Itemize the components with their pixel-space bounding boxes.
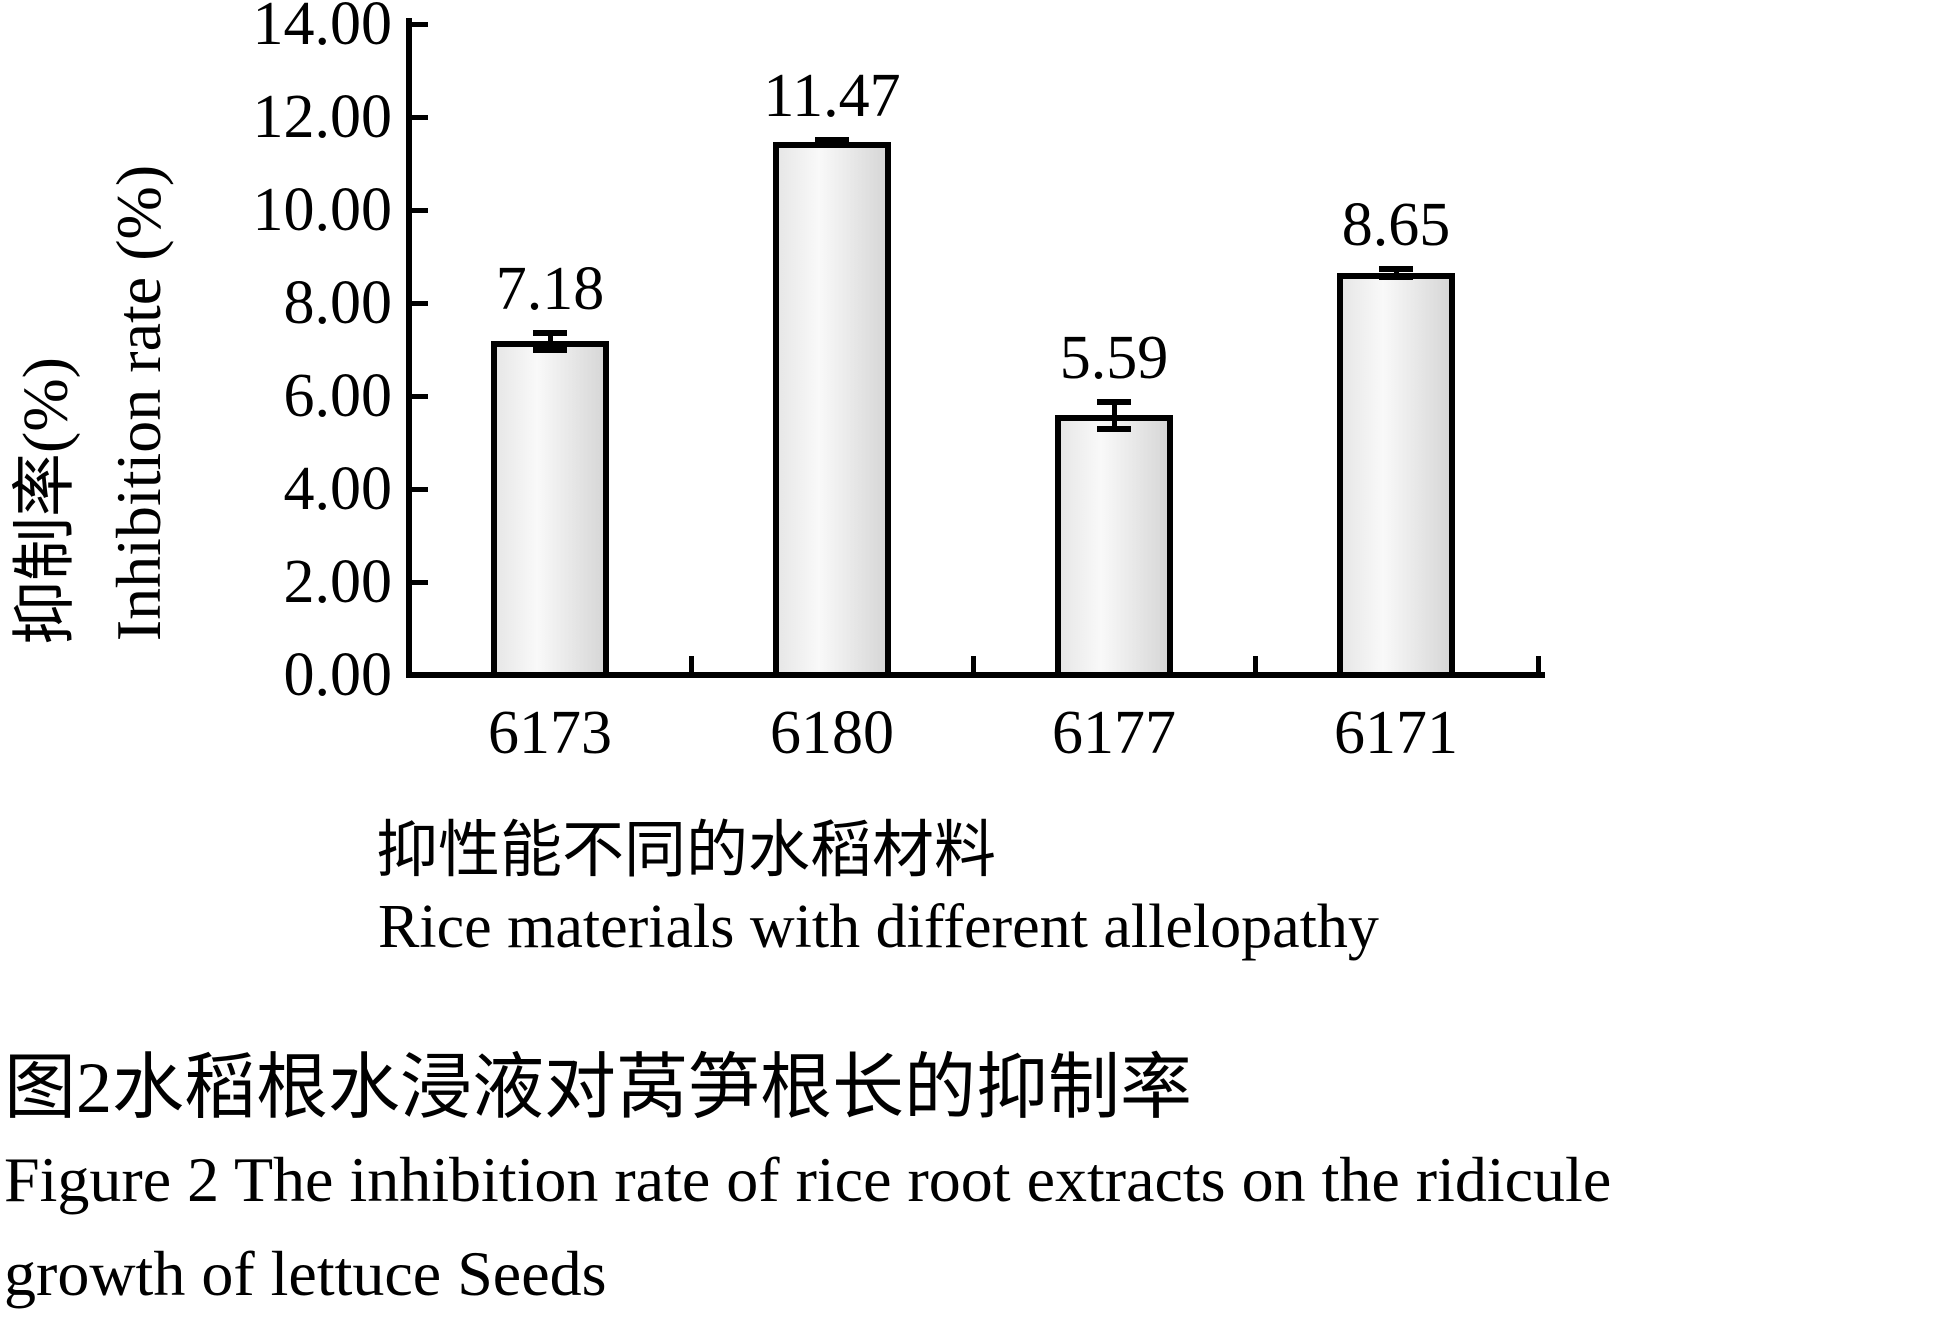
x-tick-1 <box>971 656 976 672</box>
bar-value-label-6177: 5.59 <box>1059 324 1169 392</box>
x-tick-3 <box>1536 656 1541 672</box>
x-tick-label-6177: 6177 <box>1052 699 1176 767</box>
error-bar-cap-bottom-6171 <box>1379 274 1413 280</box>
x-tick-label-6173: 6173 <box>488 699 612 767</box>
caption-line-zh: 图2水稻根水浸液对莴笋根长的抑制率 <box>4 1048 1193 1128</box>
y-tick-label-14.00: 14.00 <box>252 0 393 58</box>
y-tick-14.00 <box>412 22 428 27</box>
x-tick-label-6180: 6180 <box>770 699 894 767</box>
error-bar-cap-top-6173 <box>533 330 567 336</box>
y-tick-12.00 <box>412 115 428 120</box>
y-axis-title-zh: 抑制率(%) <box>9 357 81 645</box>
y-tick-label-4.00: 4.00 <box>283 455 393 523</box>
caption-line-en-2: growth of lettuce Seeds <box>4 1238 607 1309</box>
y-tick-4.00 <box>412 487 428 492</box>
x-tick-2 <box>1253 656 1258 672</box>
error-bar-cap-top-6180 <box>815 137 849 143</box>
bar-value-label-6173: 7.18 <box>495 255 605 323</box>
error-bar-cap-bottom-6173 <box>533 347 567 353</box>
bar-6180 <box>773 142 891 678</box>
y-axis-title-en: Inhibition rate (%) <box>103 164 174 642</box>
x-tick-label-6171: 6171 <box>1334 699 1458 767</box>
y-tick-label-0.00: 0.00 <box>283 641 393 709</box>
y-tick-label-2.00: 2.00 <box>283 548 393 616</box>
y-axis-line <box>406 18 412 678</box>
error-bar-line-6171 <box>1393 268 1399 277</box>
x-axis-title-zh: 抑性能不同的水稻材料 <box>376 817 997 885</box>
y-tick-10.00 <box>412 208 428 213</box>
bar-value-label-6171: 8.65 <box>1341 191 1451 259</box>
y-tick-8.00 <box>412 301 428 306</box>
error-bar-cap-top-6171 <box>1379 266 1413 272</box>
y-tick-label-12.00: 12.00 <box>252 83 393 151</box>
bar-value-label-6180: 11.47 <box>763 62 901 130</box>
y-tick-label-6.00: 6.00 <box>283 362 393 430</box>
x-axis-title-en: Rice materials with different allelopath… <box>378 893 1379 961</box>
error-bar-cap-top-6177 <box>1097 399 1131 405</box>
bar-6173 <box>491 341 609 678</box>
x-tick-0 <box>689 656 694 672</box>
bar-6171 <box>1337 273 1455 678</box>
y-tick-label-8.00: 8.00 <box>283 269 393 337</box>
y-tick-6.00 <box>412 394 428 399</box>
error-bar-cap-bottom-6180 <box>815 141 849 147</box>
caption-line-en-1: Figure 2 The inhibition rate of rice roo… <box>4 1144 1612 1215</box>
bar-6177 <box>1055 415 1173 678</box>
error-bar-cap-bottom-6177 <box>1097 426 1131 432</box>
y-tick-2.00 <box>412 580 428 585</box>
y-tick-label-10.00: 10.00 <box>252 176 393 244</box>
x-axis-line <box>406 672 1545 678</box>
error-bar-line-6177 <box>1111 401 1117 429</box>
error-bar-line-6173 <box>547 332 553 350</box>
